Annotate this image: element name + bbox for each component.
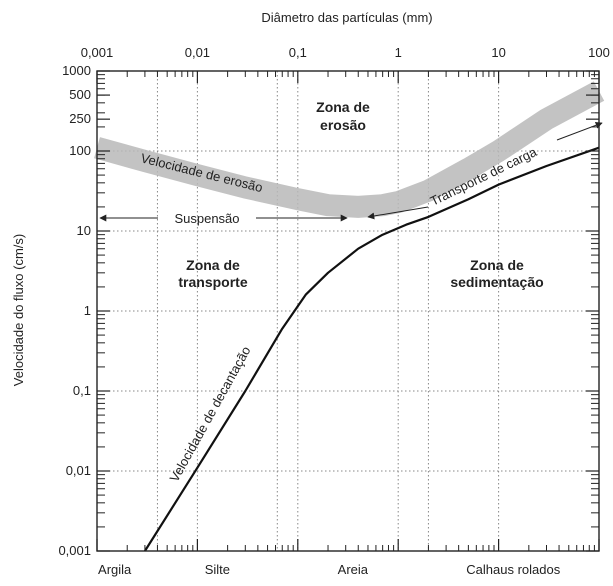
zone-transport-line1: Zona de xyxy=(186,257,240,273)
y-axis-title: Velocidade do fluxo (cm/s) xyxy=(11,234,26,386)
y-tick-label: 0,01 xyxy=(66,463,91,478)
zone-erosion-line2: erosão xyxy=(320,117,366,133)
suspension-label: Suspensão xyxy=(174,211,239,226)
tick-layer xyxy=(96,70,600,552)
bedload-arrow-right xyxy=(556,121,603,141)
label-layer: 0,001 0,01 0,1 1 10 100 0,001 0,01 0,1 1 10 100 250 5… xyxy=(58,45,609,577)
y-tick-label: 250 xyxy=(69,111,91,126)
x-tick-label: 100 xyxy=(588,45,610,60)
x-axis-title: Diâmetro das partículas (mm) xyxy=(261,10,432,25)
zone-transport-line2: transporte xyxy=(178,274,247,290)
y-tick-label: 1000 xyxy=(62,63,91,78)
x-tick-label: 0,01 xyxy=(185,45,210,60)
grain-class-label: Calhaus rolados xyxy=(466,562,560,577)
zone-sedimentation-line2: sedimentação xyxy=(450,274,543,290)
bedload-arrow-left xyxy=(367,206,429,220)
settling-line-layer xyxy=(143,146,600,552)
erosion-band-layer xyxy=(94,81,605,218)
erosion-velocity-band xyxy=(94,81,605,218)
x-tick-label: 0,1 xyxy=(289,45,307,60)
grain-class-label: Areia xyxy=(338,562,369,577)
zone-erosion-line1: Zona de xyxy=(316,99,370,115)
y-tick-label: 500 xyxy=(69,87,91,102)
grain-class-label: Argila xyxy=(98,562,132,577)
x-tick-label: 1 xyxy=(395,45,402,60)
x-tick-label: 10 xyxy=(491,45,505,60)
x-tick-label: 0,001 xyxy=(81,45,114,60)
zone-sedimentation-line1: Zona de xyxy=(470,257,524,273)
y-tick-label: 100 xyxy=(69,143,91,158)
y-tick-label: 0,1 xyxy=(73,383,91,398)
y-tick-label: 0,001 xyxy=(58,543,91,558)
settling-velocity-line xyxy=(143,146,600,552)
settling-curve-label: Velocidade de decantação xyxy=(167,344,254,485)
grain-class-label: Silte xyxy=(205,562,230,577)
y-tick-label: 10 xyxy=(77,223,91,238)
y-tick-label: 1 xyxy=(84,303,91,318)
